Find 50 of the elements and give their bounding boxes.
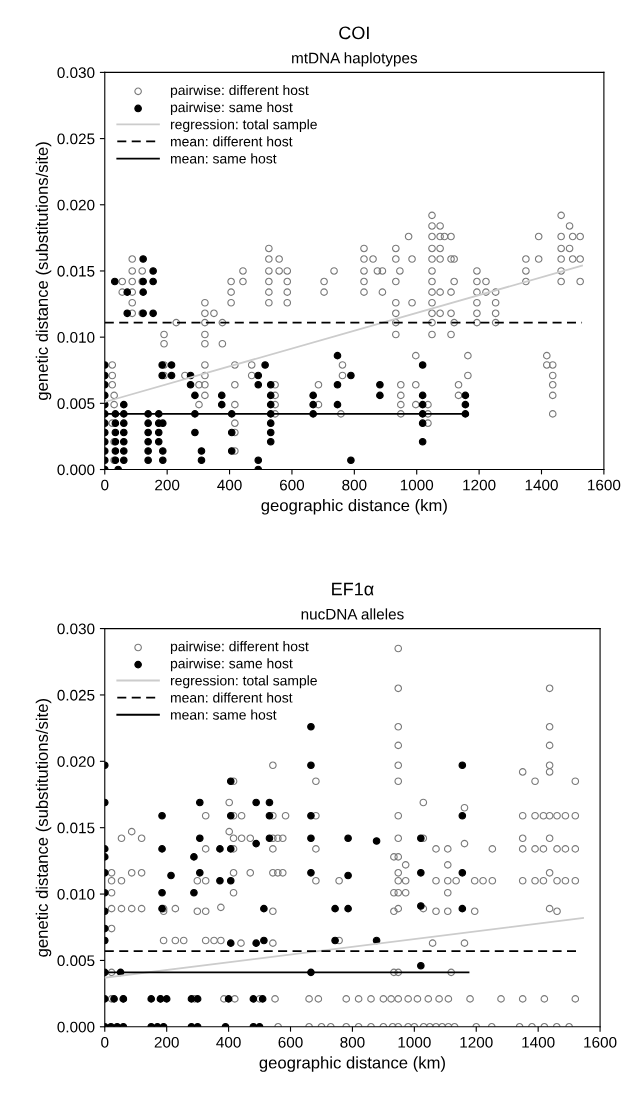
y-tick-label: 0.025 bbox=[57, 133, 95, 145]
x-tick-label: 400 bbox=[217, 479, 242, 491]
y-tick-label: 0.030 bbox=[57, 623, 95, 635]
x-tick-label: 200 bbox=[155, 479, 180, 491]
y-tick-label: 0.015 bbox=[57, 265, 95, 277]
legend-label: mean: same host bbox=[170, 153, 277, 164]
x-axis-title: geographic distance (km) bbox=[259, 1056, 445, 1072]
x-tick-label: 0 bbox=[101, 1036, 109, 1048]
x-tick-label: 1200 bbox=[463, 479, 496, 491]
x-axis-title: geographic distance (km) bbox=[261, 499, 447, 515]
x-tick-label: 1400 bbox=[522, 1036, 555, 1048]
y-tick-label: 0.010 bbox=[57, 888, 95, 900]
x-tick-label: 1600 bbox=[588, 479, 621, 491]
y-axis-title: genetic distance (substitutions/site) bbox=[35, 142, 52, 400]
x-tick-label: 0 bbox=[101, 479, 109, 491]
y-axis-title: genetic distance (substitutions/site) bbox=[35, 699, 52, 957]
x-tick-label: 1000 bbox=[398, 1036, 431, 1048]
y-tick-label: 0.005 bbox=[57, 955, 95, 967]
y-tick-label: 0.005 bbox=[57, 398, 95, 410]
legend-label: pairwise: different host bbox=[170, 84, 309, 98]
x-tick-label: 600 bbox=[279, 479, 305, 491]
chart-title: COI bbox=[339, 26, 369, 40]
legend-label: mean: same host bbox=[170, 709, 277, 720]
x-tick-label: 800 bbox=[342, 479, 367, 491]
y-tick-label: 0.010 bbox=[57, 332, 95, 343]
x-tick-label: 800 bbox=[340, 1036, 365, 1048]
y-tick-label: 0.030 bbox=[57, 67, 95, 79]
x-tick-label: 200 bbox=[154, 1036, 179, 1048]
y-tick-label: 0.020 bbox=[57, 756, 95, 767]
y-tick-label: 0.015 bbox=[57, 822, 95, 834]
chart-subtitle: nucDNA alleles bbox=[301, 608, 404, 620]
x-tick-label: 600 bbox=[278, 1036, 303, 1048]
legend-label: mean: different host bbox=[170, 692, 293, 703]
y-tick-label: 0.000 bbox=[57, 464, 95, 476]
chart-subtitle: mtDNA haplotypes bbox=[292, 52, 418, 67]
x-tick-label: 1200 bbox=[460, 1036, 493, 1048]
legend-label: pairwise: different host bbox=[170, 641, 309, 655]
legend-label: regression: total sample bbox=[170, 119, 317, 133]
legend-label: regression: total sample bbox=[170, 675, 317, 689]
x-tick-label: 1400 bbox=[525, 479, 558, 491]
x-tick-label: 1600 bbox=[584, 1036, 617, 1048]
legend-label: pairwise: same host bbox=[170, 102, 293, 115]
legend-label: mean: different host bbox=[170, 136, 293, 147]
chart-title: EF1α bbox=[332, 582, 374, 596]
x-tick-label: 400 bbox=[216, 1036, 241, 1048]
y-tick-label: 0.025 bbox=[57, 689, 95, 701]
y-tick-label: 0.000 bbox=[57, 1021, 95, 1033]
y-tick-label: 0.020 bbox=[57, 199, 95, 211]
x-tick-label: 1000 bbox=[400, 479, 434, 491]
legend-label: pairwise: same host bbox=[170, 658, 293, 672]
